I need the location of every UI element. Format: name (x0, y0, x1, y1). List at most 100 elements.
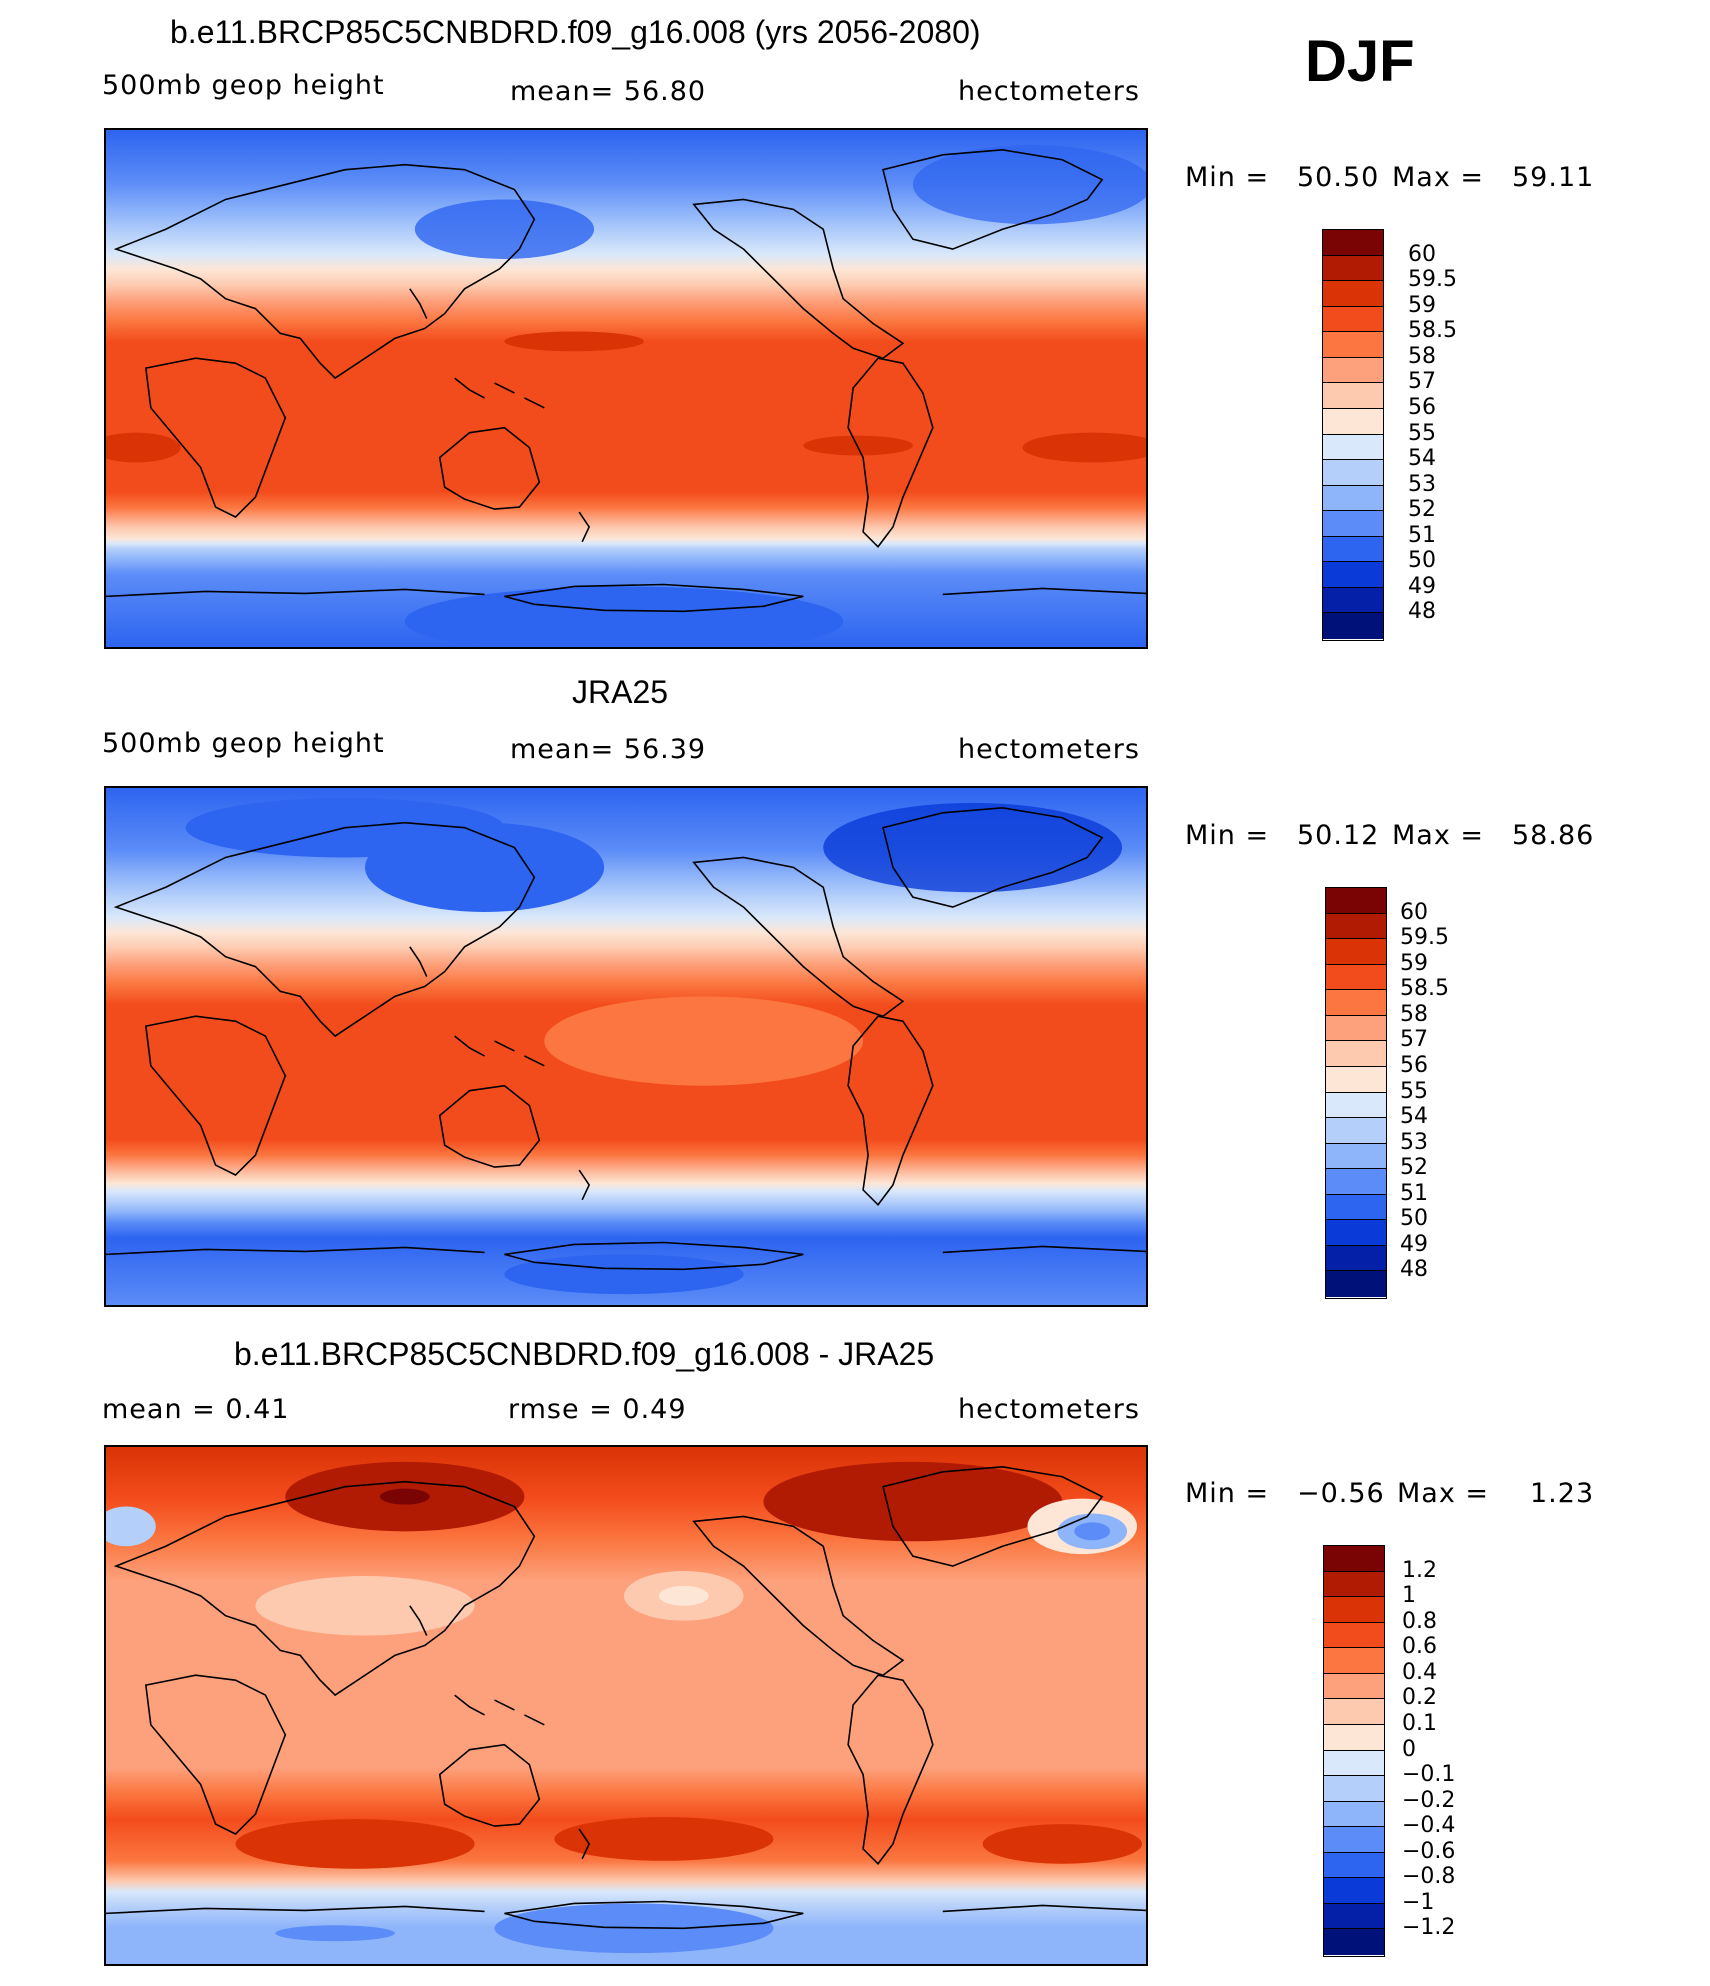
colorbar-swatch (1324, 1622, 1384, 1649)
colorbar-tick-label: 51 (1400, 1180, 1428, 1206)
colorbar-swatch (1323, 536, 1383, 563)
season-label: DJF (1305, 29, 1415, 94)
colorbar-tick-label: 50 (1400, 1206, 1428, 1232)
colorbar-swatch (1326, 964, 1386, 991)
colorbar-swatch (1323, 587, 1383, 614)
colorbar-tick-label: 52 (1408, 497, 1436, 523)
colorbar-tick-label: 56 (1408, 394, 1436, 420)
colorbar-tick-label: 60 (1408, 241, 1436, 267)
colorbar-swatch (1324, 1597, 1384, 1623)
colorbar-tick-label: 50 (1408, 548, 1436, 574)
panel-3-max-label: Max = (1397, 1478, 1490, 1509)
colorbar-swatch (1324, 1648, 1384, 1674)
colorbar-swatch (1324, 1776, 1384, 1802)
panel-1-max-label: Max = (1392, 162, 1485, 193)
colorbar-tick-label: 49 (1400, 1231, 1428, 1257)
colorbar-swatch (1323, 230, 1383, 256)
colorbar-tick-label: 48 (1408, 599, 1436, 625)
colorbar-tick-label: 59 (1408, 292, 1436, 318)
panel-2-max-value: 58.86 (1512, 820, 1595, 851)
colorbar-swatch (1324, 1852, 1384, 1879)
colorbar-tick-label: 58 (1400, 1001, 1428, 1027)
panel-2-colorbar (1325, 887, 1387, 1299)
colorbar-tick-label: 55 (1408, 420, 1436, 446)
colorbar-tick-label: 58.5 (1400, 976, 1449, 1002)
panel-1-map (104, 128, 1148, 649)
colorbar-tick-label: 58.5 (1408, 318, 1457, 344)
panel-2-min-value: 50.12 (1297, 820, 1380, 851)
colorbar-swatch (1326, 1194, 1386, 1221)
colorbar-tick-label: −0.1 (1402, 1762, 1456, 1788)
panel-2-variable-label: 500mb geop height (102, 728, 385, 759)
colorbar-swatch (1324, 1546, 1384, 1572)
colorbar-swatch (1326, 1118, 1386, 1144)
panel-1-map-svg (106, 130, 1146, 647)
colorbar-tick-label: 59.5 (1400, 925, 1449, 951)
colorbar-swatch (1323, 332, 1383, 358)
panel-3-title: b.e11.BRCP85C5CNBDRD.f09_g16.008 - JRA25 (234, 1336, 935, 1372)
colorbar-tick-label: −0.6 (1402, 1838, 1456, 1864)
colorbar-tick-label: 53 (1400, 1129, 1428, 1155)
colorbar-swatch (1326, 1066, 1386, 1093)
panel-1-variable-label: 500mb geop height (102, 70, 385, 101)
panel-2-map (104, 786, 1148, 1307)
panel-3-colorbar (1323, 1545, 1385, 1957)
panel-3-min-label: Min = (1185, 1478, 1270, 1509)
panel-1-mean-label: mean= 56.80 (510, 76, 707, 107)
colorbar-tick-label: 59.5 (1408, 267, 1457, 293)
panel-2-mean-label: mean= 56.39 (510, 734, 707, 765)
colorbar-swatch (1324, 1801, 1384, 1828)
colorbar-swatch (1326, 1092, 1386, 1119)
colorbar-swatch (1324, 1827, 1384, 1853)
panel-1-min-label: Min = (1185, 162, 1270, 193)
panel-1-title: b.e11.BRCP85C5CNBDRD.f09_g16.008 (yrs 20… (170, 14, 981, 50)
panel-2-min-label: Min = (1185, 820, 1270, 851)
panel-3-map-svg (106, 1447, 1146, 1964)
colorbar-swatch (1326, 1245, 1386, 1272)
colorbar-tick-label: 53 (1408, 471, 1436, 497)
colorbar-swatch (1323, 434, 1383, 461)
panel-1-units-label: hectometers (958, 76, 1140, 107)
panel-2-units-label: hectometers (958, 734, 1140, 765)
panel-1-max-value: 59.11 (1512, 162, 1595, 193)
colorbar-tick-label: 51 (1408, 522, 1436, 548)
colorbar-tick-label: 54 (1400, 1104, 1428, 1130)
colorbar-swatch (1326, 939, 1386, 965)
colorbar-tick-label: 48 (1400, 1257, 1428, 1283)
colorbar-tick-label: −1 (1402, 1889, 1435, 1915)
colorbar-tick-label: 59 (1400, 950, 1428, 976)
colorbar-swatch (1324, 1724, 1384, 1751)
colorbar-swatch (1326, 1143, 1386, 1170)
colorbar-tick-label: 0 (1402, 1736, 1416, 1762)
colorbar-swatch (1324, 1750, 1384, 1777)
colorbar-swatch (1323, 281, 1383, 307)
colorbar-swatch (1326, 888, 1386, 914)
colorbar-swatch (1323, 562, 1383, 588)
colorbar-swatch (1326, 913, 1386, 940)
panel-1-colorbar (1322, 229, 1384, 641)
colorbar-swatch (1326, 1169, 1386, 1195)
panel-3-max-value: 1.23 (1530, 1478, 1595, 1509)
colorbar-tick-label: 52 (1400, 1155, 1428, 1181)
colorbar-swatch (1326, 1041, 1386, 1067)
colorbar-tick-label: 57 (1400, 1027, 1428, 1053)
colorbar-swatch (1323, 408, 1383, 435)
panel-2-max-label: Max = (1392, 820, 1485, 851)
colorbar-swatch (1326, 1220, 1386, 1246)
colorbar-swatch (1323, 485, 1383, 512)
panel-1-min-value: 50.50 (1297, 162, 1380, 193)
colorbar-swatch (1323, 511, 1383, 537)
colorbar-tick-label: −0.4 (1402, 1813, 1456, 1839)
colorbar-tick-label: 54 (1408, 446, 1436, 472)
colorbar-tick-label: 60 (1400, 899, 1428, 925)
colorbar-swatch (1326, 990, 1386, 1016)
colorbar-swatch (1324, 1929, 1384, 1955)
colorbar-swatch (1323, 613, 1383, 639)
colorbar-tick-label: 57 (1408, 369, 1436, 395)
colorbar-tick-label: 55 (1400, 1078, 1428, 1104)
colorbar-swatch (1323, 383, 1383, 409)
panel-3-min-value: −0.56 (1297, 1478, 1385, 1509)
colorbar-swatch (1323, 357, 1383, 384)
panel-3-map (104, 1445, 1148, 1966)
colorbar-tick-label: 0.1 (1402, 1710, 1437, 1736)
